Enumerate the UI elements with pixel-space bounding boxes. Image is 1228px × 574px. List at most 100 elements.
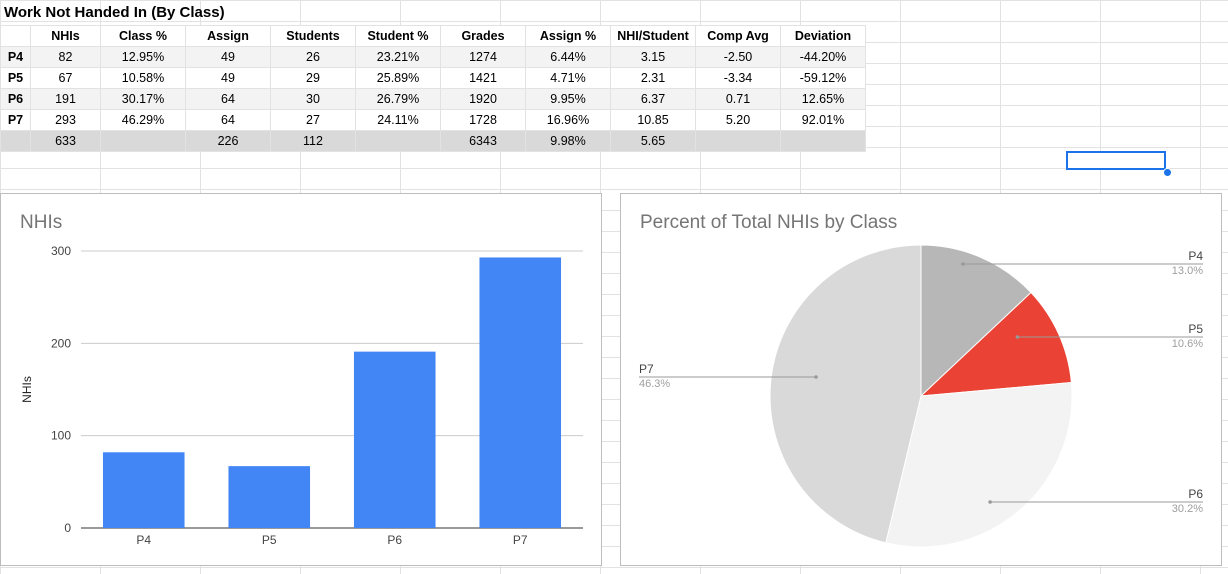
header-cell[interactable]: Student % (355, 25, 441, 47)
row-label[interactable]: P6 (0, 88, 31, 110)
pie-slice (885, 381, 1073, 548)
leader-dot (961, 262, 965, 266)
table-cell[interactable]: 0.71 (695, 88, 781, 110)
leader-dot (1015, 335, 1020, 339)
y-tick-label: 0 (64, 521, 71, 535)
header-cell[interactable]: Assign (185, 25, 271, 47)
table-cell[interactable]: 12.95% (100, 46, 186, 68)
leader-dot (988, 500, 992, 504)
table-cell[interactable]: 6.44% (525, 46, 611, 68)
pie-slice (920, 244, 1032, 398)
table-cell[interactable]: 67 (30, 67, 101, 89)
table-cell[interactable]: 293 (30, 109, 101, 131)
table-cell[interactable]: 82 (30, 46, 101, 68)
x-tick-label: P6 (387, 533, 402, 547)
bar-chart[interactable]: NHIs 0 100 200 300 NHIs P4 P5 P6 P7 (0, 193, 602, 566)
fill-handle[interactable] (1163, 168, 1172, 177)
header-cell[interactable]: NHI/Student (610, 25, 696, 47)
table-cell[interactable]: 30.17% (100, 88, 186, 110)
pie-slice (919, 291, 1072, 397)
table-cell[interactable]: 24.11% (355, 109, 441, 131)
bar-chart-title: NHIs (20, 212, 63, 233)
table-cell[interactable]: 10.58% (100, 67, 186, 89)
y-tick-label: 300 (51, 244, 71, 258)
header-cell[interactable]: Students (270, 25, 356, 47)
table-cell[interactable]: 2.31 (610, 67, 696, 89)
table-cell[interactable]: 9.95% (525, 88, 611, 110)
bar (479, 257, 562, 528)
x-tick-label: P4 (136, 533, 151, 547)
header-cell[interactable]: Class % (100, 25, 186, 47)
table-cell[interactable]: 27 (270, 109, 356, 131)
table-cell[interactable]: 64 (185, 109, 271, 131)
total-cell[interactable]: 633 (30, 130, 101, 152)
table-cell[interactable]: 26.79% (355, 88, 441, 110)
table-cell[interactable]: 3.15 (610, 46, 696, 68)
table-cell[interactable]: 49 (185, 67, 271, 89)
pie-label: P7 (639, 362, 654, 376)
table-cell[interactable]: 6.37 (610, 88, 696, 110)
table-cell[interactable]: 46.29% (100, 109, 186, 131)
bar (102, 452, 185, 528)
table-cell[interactable]: 64 (185, 88, 271, 110)
total-cell[interactable]: 9.98% (525, 130, 611, 152)
leader-dot (814, 375, 818, 379)
total-cell[interactable]: 5.65 (610, 130, 696, 152)
totals-label-cell[interactable] (0, 130, 31, 152)
header-cell[interactable]: NHIs (30, 25, 101, 47)
table-cell[interactable]: 191 (30, 88, 101, 110)
table-cell[interactable]: 4.71% (525, 67, 611, 89)
pie-chart-plot: P4 13.0% P5 10.6% P6 30.2% P7 46.3% (639, 244, 1203, 548)
y-tick-label: 100 (51, 429, 71, 443)
table-row: P4 82 12.95% 49 26 23.21% 1274 6.44% 3.1… (0, 46, 866, 68)
table-cell[interactable]: 29 (270, 67, 356, 89)
pie-label: P4 (1188, 249, 1203, 263)
totals-row: 633 226 112 6343 9.98% 5.65 (0, 130, 866, 152)
total-cell[interactable]: 112 (270, 130, 356, 152)
table-cell[interactable]: 26 (270, 46, 356, 68)
table-cell[interactable]: -2.50 (695, 46, 781, 68)
header-row: NHIs Class % Assign Students Student % G… (0, 25, 866, 47)
header-cell[interactable]: Comp Avg (695, 25, 781, 47)
nhi-table: NHIs Class % Assign Students Student % G… (0, 25, 866, 152)
table-cell[interactable]: 1274 (440, 46, 526, 68)
y-tick-label: 200 (51, 336, 71, 350)
table-cell[interactable]: 16.96% (525, 109, 611, 131)
row-label[interactable]: P5 (0, 67, 31, 89)
table-cell[interactable]: -59.12% (780, 67, 866, 89)
table-cell[interactable]: 10.85 (610, 109, 696, 131)
x-tick-label: P5 (262, 533, 277, 547)
table-cell[interactable]: 1421 (440, 67, 526, 89)
total-cell[interactable] (780, 130, 866, 152)
header-cell[interactable]: Assign % (525, 25, 611, 47)
sheet-title[interactable]: Work Not Handed In (By Class) (4, 4, 225, 21)
pie-chart-title: Percent of Total NHIs by Class (640, 212, 898, 233)
total-cell[interactable]: 6343 (440, 130, 526, 152)
table-cell[interactable]: -3.34 (695, 67, 781, 89)
table-cell[interactable]: -44.20% (780, 46, 866, 68)
table-cell[interactable]: 25.89% (355, 67, 441, 89)
header-cell[interactable]: Deviation (780, 25, 866, 47)
corner-cell[interactable] (0, 25, 31, 47)
table-cell[interactable]: 1920 (440, 88, 526, 110)
total-cell[interactable] (695, 130, 781, 152)
row-label[interactable]: P7 (0, 109, 31, 131)
table-cell[interactable]: 5.20 (695, 109, 781, 131)
table-cell[interactable]: 49 (185, 46, 271, 68)
bar (228, 466, 311, 528)
selected-cell[interactable] (1066, 151, 1166, 170)
header-cell[interactable]: Grades (440, 25, 526, 47)
table-row: P6 191 30.17% 64 30 26.79% 1920 9.95% 6.… (0, 88, 866, 110)
table-cell[interactable]: 23.21% (355, 46, 441, 68)
pie-slice (769, 244, 922, 544)
table-cell[interactable]: 92.01% (780, 109, 866, 131)
table-cell[interactable]: 30 (270, 88, 356, 110)
total-cell[interactable] (100, 130, 186, 152)
table-cell[interactable]: 12.65% (780, 88, 866, 110)
row-label[interactable]: P4 (0, 46, 31, 68)
total-cell[interactable] (355, 130, 441, 152)
pie-chart[interactable]: Percent of Total NHIs by Class P4 13.0% P5… (620, 193, 1222, 566)
y-axis-label: NHIs (20, 376, 34, 403)
total-cell[interactable]: 226 (185, 130, 271, 152)
table-cell[interactable]: 1728 (440, 109, 526, 131)
